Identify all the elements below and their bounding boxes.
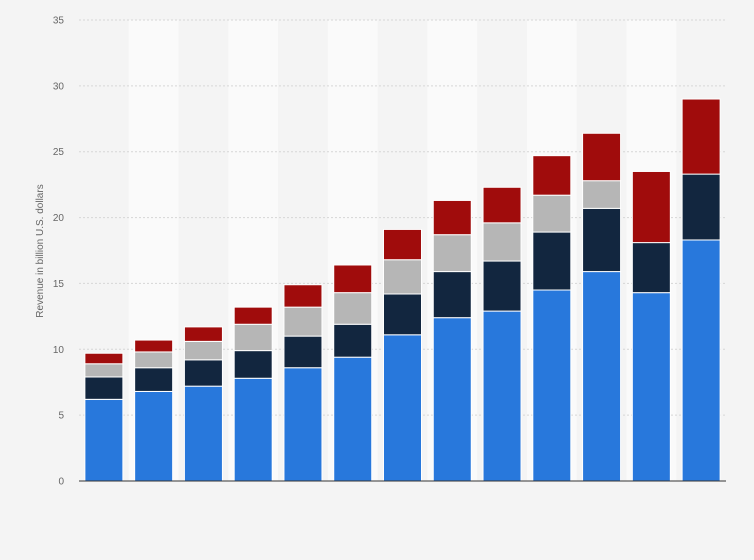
bar-segment-series-2 [432, 271, 472, 319]
bar-segment-series-1 [84, 398, 124, 482]
bar-segment-series-4 [681, 98, 721, 175]
bar-segment-series-3 [482, 222, 522, 262]
bar-segment-series-1 [482, 310, 522, 482]
bar-segment-series-2 [84, 376, 124, 400]
bar-segment-series-4 [383, 228, 422, 261]
y-tick-label: 15 [53, 279, 65, 290]
bar-segment-series-2 [681, 173, 721, 241]
bar-segment-series-3 [383, 259, 422, 295]
bar-segment-series-2 [134, 367, 174, 392]
bar-segment-series-2 [532, 231, 572, 291]
bar-segment-series-2 [233, 350, 273, 379]
bar-segment-series-4 [84, 352, 124, 365]
bar-segment-series-3 [233, 323, 273, 352]
bar-segment-series-3 [134, 351, 174, 369]
y-tick-label: 20 [53, 213, 65, 224]
bars [84, 98, 721, 482]
bar-segment-series-2 [582, 207, 622, 273]
bar-segment-series-1 [432, 317, 472, 482]
bar-segment-series-3 [333, 292, 373, 325]
bar-segment-series-3 [183, 340, 223, 361]
bar-segment-series-3 [84, 363, 124, 378]
bar-segment-series-3 [532, 194, 572, 233]
bar-segment-series-1 [283, 367, 323, 482]
bar-segment-series-1 [681, 239, 721, 482]
bar-segment-series-1 [233, 377, 273, 482]
y-tick-label: 5 [58, 411, 64, 422]
y-axis-title: Revenue in billion U.S. dollars [35, 184, 46, 317]
bar-segment-series-2 [183, 359, 223, 387]
y-tick-label: 0 [58, 477, 64, 488]
bar-segment-series-4 [432, 199, 472, 236]
y-tick-label: 35 [53, 16, 65, 27]
bar-segment-series-4 [482, 186, 522, 224]
y-tick-label: 25 [53, 147, 65, 158]
bar-segment-series-3 [582, 180, 622, 209]
y-axis-ticks: 0 5 10 15 20 25 30 35 [53, 16, 65, 488]
bar-segment-series-1 [183, 385, 223, 482]
bar-segment-series-4 [134, 339, 174, 353]
bar-segment-series-4 [233, 306, 273, 325]
bar-segment-series-1 [134, 390, 174, 482]
bar-segment-series-2 [283, 335, 323, 369]
bar-segment-series-4 [532, 155, 572, 196]
bar-segment-series-2 [383, 293, 422, 336]
bar-segment-series-4 [582, 132, 622, 182]
bar-segment-series-1 [582, 271, 622, 482]
bar-segment-series-4 [631, 170, 671, 244]
bar-segment-series-3 [283, 306, 323, 337]
y-tick-label: 10 [53, 345, 65, 356]
bar-segment-series-3 [432, 234, 472, 273]
bar-segment-series-1 [333, 356, 373, 482]
bar-segment-series-4 [183, 326, 223, 342]
bar-segment-series-1 [532, 289, 572, 482]
bar-segment-series-1 [631, 292, 671, 482]
bar-segment-series-2 [333, 323, 373, 358]
bar-segment-series-4 [333, 264, 373, 294]
bar-segment-series-2 [631, 242, 671, 294]
y-tick-label: 30 [53, 81, 65, 92]
bar-segment-series-4 [283, 284, 323, 308]
bar-segment-series-2 [482, 260, 522, 312]
bar-segment-series-1 [383, 334, 422, 482]
